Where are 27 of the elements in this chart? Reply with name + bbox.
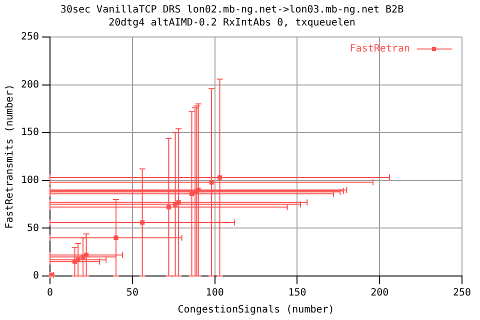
point: [140, 220, 145, 225]
y-tick-label: 250: [21, 32, 40, 43]
chart-title: 30sec VanillaTCP DRS lon02.mb-ng.net->lon03.mb-ng.net B2B: [60, 4, 404, 16]
x-axis-title: CongestionSignals (number): [178, 304, 334, 316]
point: [84, 252, 89, 258]
point: [176, 200, 181, 205]
point: [209, 180, 214, 185]
chart-subtitle: 20dtg4 altAIMD-0.2 RxIntAbs 0, txqueuelen: [108, 18, 356, 29]
y-tick-label: 150: [21, 127, 40, 138]
y-tick-label: 100: [21, 174, 40, 186]
legend-label: FastRetran: [350, 44, 410, 55]
x-tick-label: 100: [206, 288, 224, 299]
point: [72, 259, 78, 264]
point: [173, 202, 178, 207]
x-tick-label: 50: [126, 288, 138, 299]
y-tick-label: 200: [21, 79, 40, 90]
point: [190, 192, 194, 196]
y-tick-label: 50: [27, 222, 40, 234]
x-tick-label: 200: [370, 288, 389, 299]
point: [114, 235, 118, 240]
y-tick-label: 0: [33, 270, 40, 282]
x-tick-label: 0: [47, 288, 54, 299]
x-tick-label: 150: [288, 288, 306, 299]
x-tick-label: 250: [452, 288, 472, 299]
point: [166, 204, 171, 210]
y-axis-title: FastRetransmits (number): [4, 84, 16, 229]
point: [218, 175, 222, 180]
